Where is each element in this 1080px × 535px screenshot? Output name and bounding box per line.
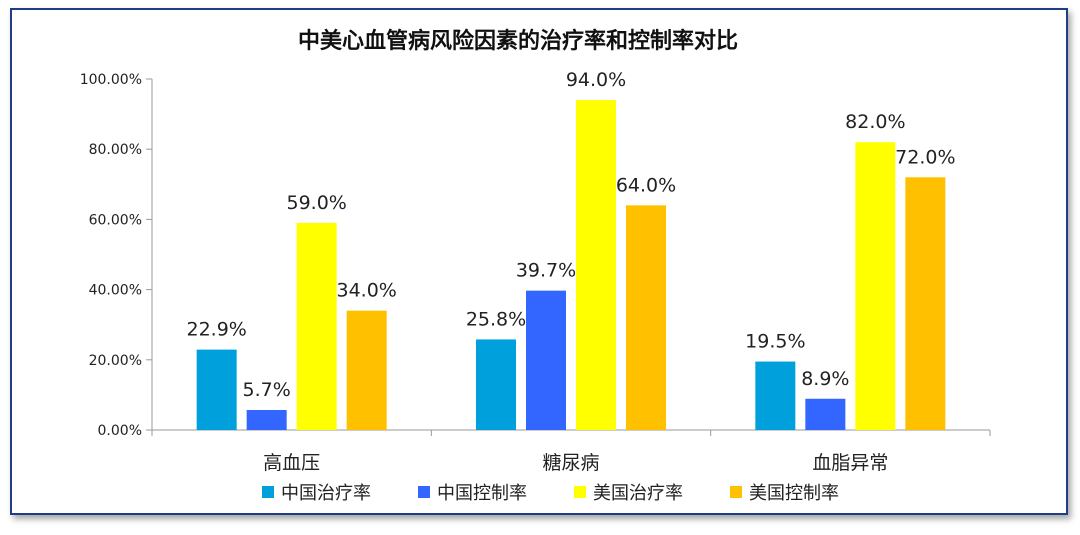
bar	[476, 339, 516, 430]
bar	[805, 398, 846, 430]
legend-label: 美国治疗率	[593, 483, 683, 504]
bar	[296, 222, 337, 430]
bar	[196, 349, 237, 430]
bar	[855, 142, 896, 430]
data-label: 59.0%	[286, 192, 346, 214]
legend-swatch	[418, 486, 430, 498]
data-label: 34.0%	[336, 280, 396, 302]
bar	[526, 290, 566, 430]
y-tick-label: 0.00%	[98, 423, 142, 439]
data-label: 72.0%	[895, 146, 955, 168]
chart-title: 中美心血管病风险因素的治疗率和控制率对比	[298, 28, 738, 54]
data-label: 25.8%	[466, 308, 526, 330]
legend-swatch	[730, 486, 742, 498]
bar	[576, 100, 616, 430]
bar	[755, 361, 796, 430]
data-label: 94.0%	[566, 69, 626, 91]
bar	[626, 205, 666, 430]
data-label: 22.9%	[186, 319, 246, 341]
legend-label: 中国治疗率	[281, 483, 371, 504]
data-label: 19.5%	[745, 331, 805, 353]
x-category-label: 糖尿病	[542, 452, 599, 474]
y-tick-label: 80.00%	[89, 142, 142, 158]
y-tick-label: 60.00%	[89, 212, 142, 228]
legend-swatch	[574, 486, 586, 498]
legend-label: 美国控制率	[749, 483, 839, 504]
bar	[246, 409, 287, 430]
bar	[905, 177, 946, 430]
x-category-label: 血脂异常	[812, 452, 888, 474]
y-tick-label: 100.00%	[80, 72, 142, 88]
y-tick-label: 20.00%	[89, 353, 142, 369]
y-tick-label: 40.00%	[89, 283, 142, 299]
data-label: 39.7%	[516, 260, 576, 282]
data-label: 82.0%	[845, 111, 905, 133]
data-label: 5.7%	[243, 379, 291, 401]
legend-label: 中国控制率	[437, 483, 527, 504]
legend-swatch	[262, 486, 274, 498]
data-label: 8.9%	[801, 368, 849, 390]
bar	[346, 310, 387, 430]
x-category-label: 高血压	[263, 452, 320, 474]
data-label: 64.0%	[616, 174, 676, 196]
